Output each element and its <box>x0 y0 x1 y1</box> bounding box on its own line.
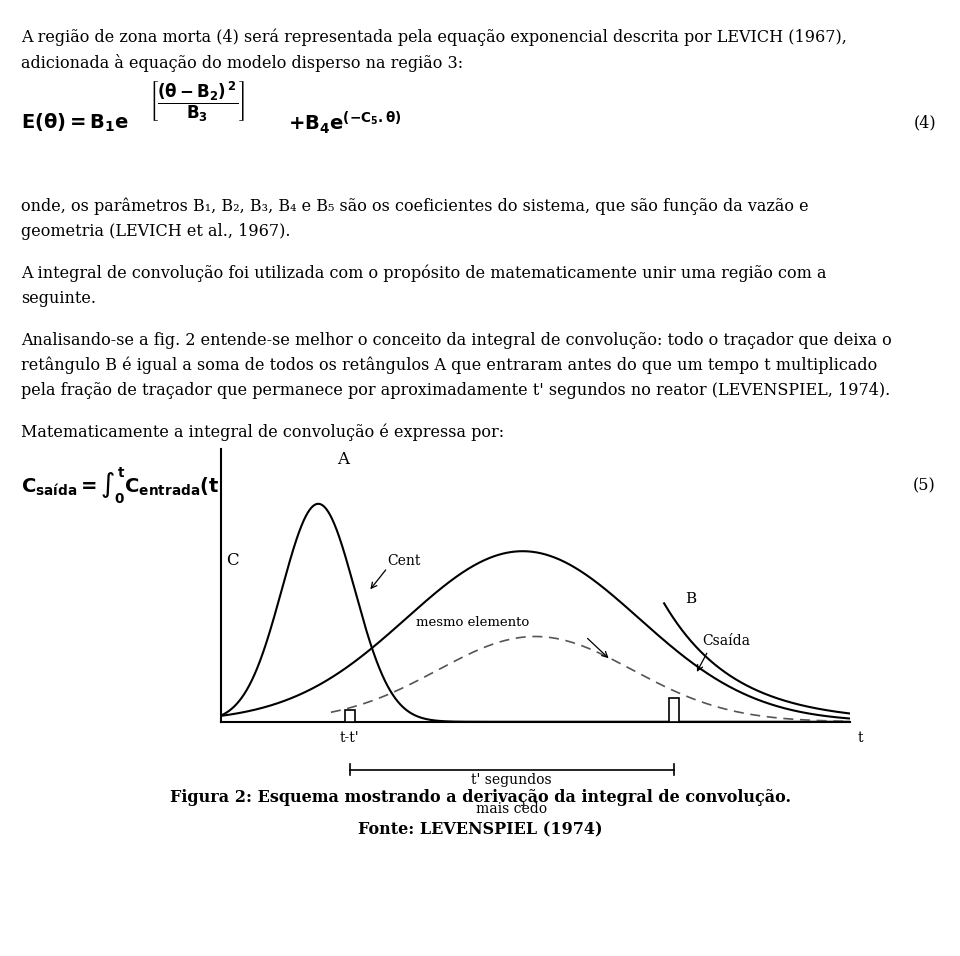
Text: Csaída: Csaída <box>702 634 750 648</box>
Text: (4): (4) <box>913 115 936 132</box>
Text: mais cedo: mais cedo <box>476 802 547 816</box>
Text: A: A <box>337 451 349 468</box>
Text: $\mathbf{C_{sa\acute{\i}da} = \int_0^t C_{entrada}(t).E(t - t\prime)dt\prime}$: $\mathbf{C_{sa\acute{\i}da} = \int_0^t C… <box>21 466 348 506</box>
Text: t: t <box>857 731 863 746</box>
Text: $\mathbf{E(\theta) = B_1 e}$: $\mathbf{E(\theta) = B_1 e}$ <box>21 112 129 134</box>
Text: seguinte.: seguinte. <box>21 290 96 307</box>
Text: Matematicamente a integral de convolução é expressa por:: Matematicamente a integral de convolução… <box>21 424 504 442</box>
Text: retângulo B é igual a soma de todos os retângulos A que entraram antes do que um: retângulo B é igual a soma de todos os r… <box>21 357 877 375</box>
Text: C: C <box>226 553 238 569</box>
Text: geometria (LEVICH et al., 1967).: geometria (LEVICH et al., 1967). <box>21 223 291 240</box>
Text: Analisando-se a fig. 2 entende-se melhor o conceito da integral de convolução: t: Analisando-se a fig. 2 entende-se melhor… <box>21 332 892 349</box>
Text: A região de zona morta (4) será representada pela equação exponencial descrita p: A região de zona morta (4) será represen… <box>21 29 847 46</box>
Text: B: B <box>684 592 696 605</box>
Text: adicionada à equação do modelo disperso na região 3:: adicionada à equação do modelo disperso … <box>21 54 464 72</box>
Text: mesmo elemento: mesmo elemento <box>416 616 529 629</box>
Text: $\mathbf{+ B_4 e^{(-C_5.\theta)}}$: $\mathbf{+ B_4 e^{(-C_5.\theta)}}$ <box>288 110 402 137</box>
Text: Fonte: LEVENSPIEL (1974): Fonte: LEVENSPIEL (1974) <box>358 821 602 838</box>
Text: t-t': t-t' <box>340 731 359 746</box>
Text: A integral de convolução foi utilizada com o propósito de matematicamente unir u: A integral de convolução foi utilizada c… <box>21 265 827 282</box>
Text: onde, os parâmetros B₁, B₂, B₃, B₄ e B₅ são os coeficientes do sistema, que são : onde, os parâmetros B₁, B₂, B₃, B₄ e B₅ … <box>21 198 808 215</box>
Text: (5): (5) <box>913 478 936 494</box>
Bar <box>345 710 355 722</box>
Text: pela fração de traçador que permanece por aproximadamente t' segundos no reator : pela fração de traçador que permanece po… <box>21 381 890 399</box>
Text: Cent: Cent <box>388 554 420 568</box>
Text: Figura 2: Esquema mostrando a derivação da integral de convolução.: Figura 2: Esquema mostrando a derivação … <box>170 789 790 806</box>
Text: $\mathbf{\left[\dfrac{(\theta - B_2)^{\,2}}{B_3}\right]}$: $\mathbf{\left[\dfrac{(\theta - B_2)^{\,… <box>149 80 245 124</box>
Bar <box>668 699 679 722</box>
Text: t' segundos: t' segundos <box>471 773 552 788</box>
